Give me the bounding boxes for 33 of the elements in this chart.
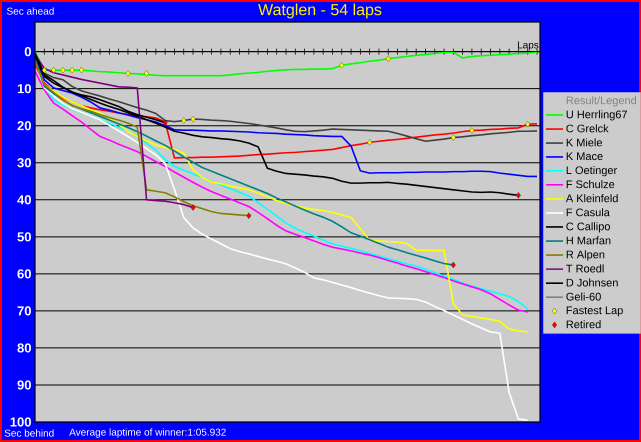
legend-label: U Herrling67: [566, 110, 627, 120]
y-tick-label: 80: [17, 343, 31, 353]
legend-label: D Johnsen: [566, 278, 618, 287]
legend-label: A Kleinfeld: [566, 194, 618, 202]
legend-label: C Grelck: [566, 124, 609, 132]
y-tick-label: 30: [17, 158, 31, 168]
legend-label: Fastest Lap: [566, 306, 623, 316]
legend-label: K Miele: [566, 138, 602, 146]
legend-label: F Casula: [566, 208, 610, 216]
legend-label: Geli-60: [566, 292, 601, 301]
y-tick-label: 60: [17, 269, 31, 278]
y-tick-label: 90: [17, 380, 31, 390]
legend-label: F Schulze: [566, 180, 614, 188]
y-tick-label: 10: [18, 84, 31, 94]
y-tick-label: 50: [17, 232, 31, 242]
y-tick-label: 20: [17, 121, 31, 130]
y-tick-label: 0: [24, 47, 31, 56]
legend-label: H Marfan: [566, 236, 610, 244]
legend-label: Retired: [566, 320, 601, 328]
legend-label: C Callipo: [566, 222, 610, 232]
legend-label: T Roedl: [566, 264, 604, 272]
text: Average laptime of winner:1:05.932: [69, 428, 226, 438]
legend-label: L Oetinger: [566, 166, 617, 176]
x-axis-title: Laps: [518, 41, 538, 50]
y-tick-label: 40: [17, 195, 31, 204]
y-tick-label: 100: [10, 417, 31, 427]
chart-title: Watglen - 54 laps: [258, 4, 382, 18]
legend-label: K Mace: [566, 152, 603, 160]
legend-title: Result/Legend: [566, 96, 636, 106]
y-tick-label: 70: [18, 306, 31, 316]
text: Sec behind: [4, 429, 54, 437]
legend-label: R Alpen: [566, 250, 604, 261]
y-axis-title: Sec ahead: [6, 7, 54, 15]
